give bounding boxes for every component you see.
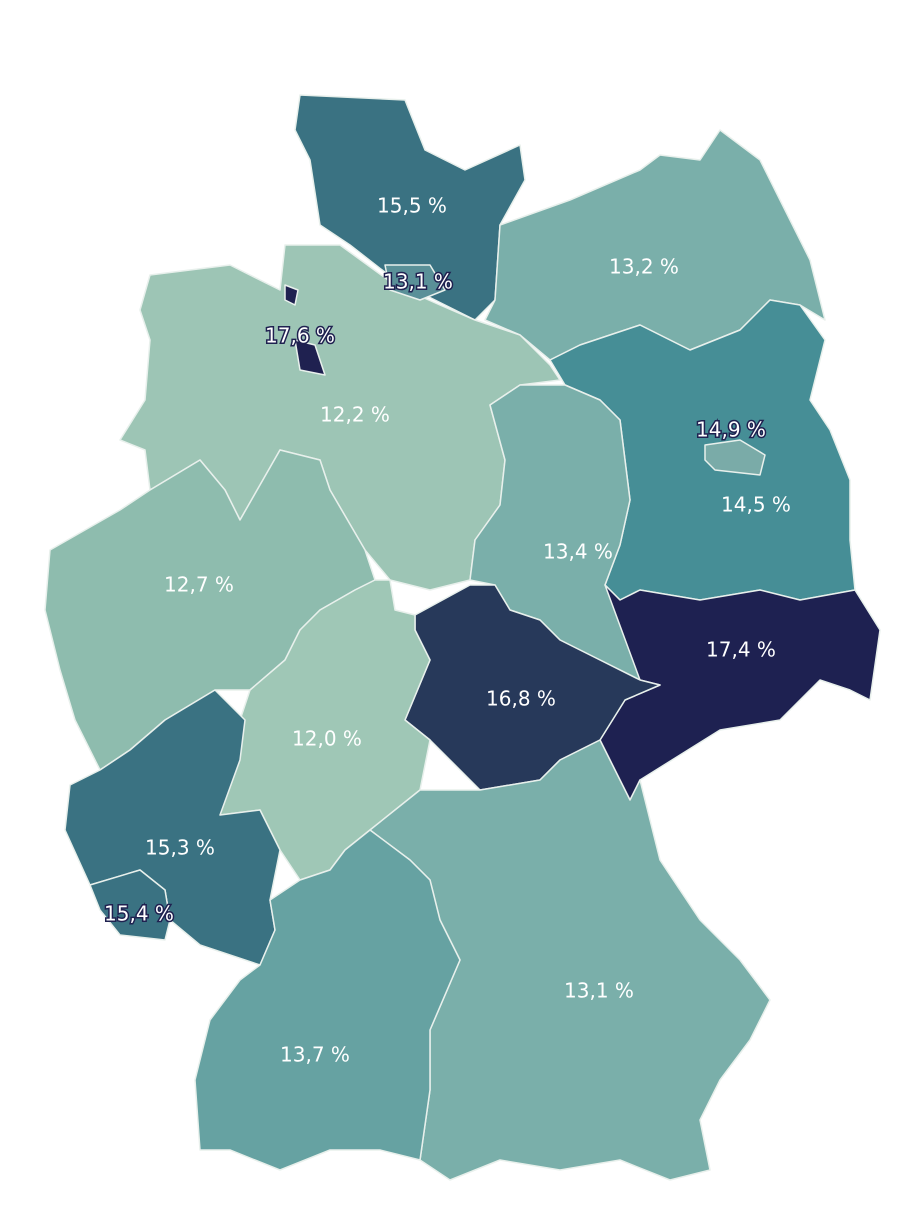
region-label: 14,9 % <box>696 418 766 442</box>
region-label: 17,6 % <box>265 324 335 348</box>
region <box>89 869 171 941</box>
region-label: 17,4 % <box>706 638 776 662</box>
region-label: 15,4 % <box>104 902 174 926</box>
region-label: 12,0 % <box>292 727 362 751</box>
region-label: 14,5 % <box>721 493 791 517</box>
region-label: 15,5 % <box>377 194 447 218</box>
region <box>294 94 526 321</box>
region-label: 15,3 % <box>145 836 215 860</box>
region-label: 13,2 % <box>609 255 679 279</box>
region <box>704 439 766 476</box>
region-label: 13,4 % <box>543 540 613 564</box>
region-label: 12,7 % <box>164 573 234 597</box>
region-label: 13,7 % <box>280 1043 350 1067</box>
region-label: 16,8 % <box>486 687 556 711</box>
region-label: 13,1 % <box>383 270 453 294</box>
region <box>194 829 461 1171</box>
region <box>384 264 446 301</box>
region-label: 13,1 % <box>564 979 634 1003</box>
region <box>284 284 326 376</box>
region-label: 12,2 % <box>320 403 390 427</box>
